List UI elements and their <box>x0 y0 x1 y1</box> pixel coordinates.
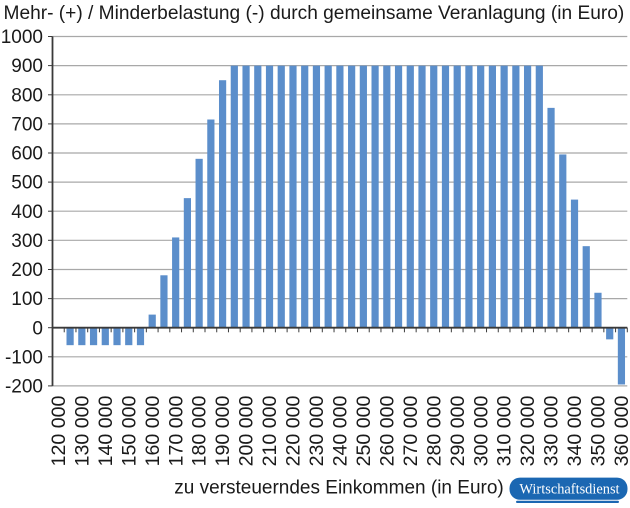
svg-text:0: 0 <box>32 318 43 339</box>
svg-text:220 000: 220 000 <box>283 395 305 466</box>
svg-text:-200: -200 <box>5 377 43 398</box>
svg-text:100: 100 <box>11 289 43 310</box>
svg-text:150 000: 150 000 <box>118 395 140 466</box>
svg-text:130 000: 130 000 <box>71 395 93 466</box>
svg-text:300: 300 <box>11 231 43 252</box>
svg-text:310 000: 310 000 <box>494 395 516 466</box>
svg-text:360 000: 360 000 <box>611 395 630 466</box>
svg-text:200 000: 200 000 <box>236 395 258 466</box>
svg-text:600: 600 <box>11 144 43 165</box>
svg-text:180 000: 180 000 <box>189 395 211 466</box>
svg-text:320 000: 320 000 <box>517 395 539 466</box>
svg-text:Wirtschaftsdienst: Wirtschaftsdienst <box>519 482 619 498</box>
svg-text:270 000: 270 000 <box>400 395 422 466</box>
svg-text:400: 400 <box>11 202 43 223</box>
svg-text:zu versteuerndes Einkommen (in: zu versteuerndes Einkommen (in Euro) <box>174 478 503 499</box>
svg-text:120 000: 120 000 <box>48 395 70 466</box>
svg-text:350 000: 350 000 <box>588 395 610 466</box>
svg-text:200: 200 <box>11 260 43 281</box>
svg-text:330 000: 330 000 <box>541 395 563 466</box>
svg-text:700: 700 <box>11 115 43 136</box>
svg-text:800: 800 <box>11 85 43 106</box>
svg-text:240 000: 240 000 <box>330 395 352 466</box>
svg-text:290 000: 290 000 <box>447 395 469 466</box>
svg-text:280 000: 280 000 <box>423 395 445 466</box>
svg-text:340 000: 340 000 <box>564 395 586 466</box>
svg-text:190 000: 190 000 <box>212 395 234 466</box>
svg-text:1000: 1000 <box>1 27 43 48</box>
svg-text:250 000: 250 000 <box>353 395 375 466</box>
svg-text:Mehr- (+) / Minderbelastung (-: Mehr- (+) / Minderbelastung (-) durch ge… <box>4 3 625 24</box>
svg-text:300 000: 300 000 <box>470 395 492 466</box>
svg-text:500: 500 <box>11 173 43 194</box>
svg-text:900: 900 <box>11 56 43 77</box>
svg-text:170 000: 170 000 <box>165 395 187 466</box>
svg-text:260 000: 260 000 <box>376 395 398 466</box>
svg-text:-100: -100 <box>5 347 43 368</box>
svg-text:140 000: 140 000 <box>95 395 117 466</box>
svg-text:210 000: 210 000 <box>259 395 281 466</box>
svg-text:160 000: 160 000 <box>142 395 164 466</box>
svg-text:230 000: 230 000 <box>306 395 328 466</box>
